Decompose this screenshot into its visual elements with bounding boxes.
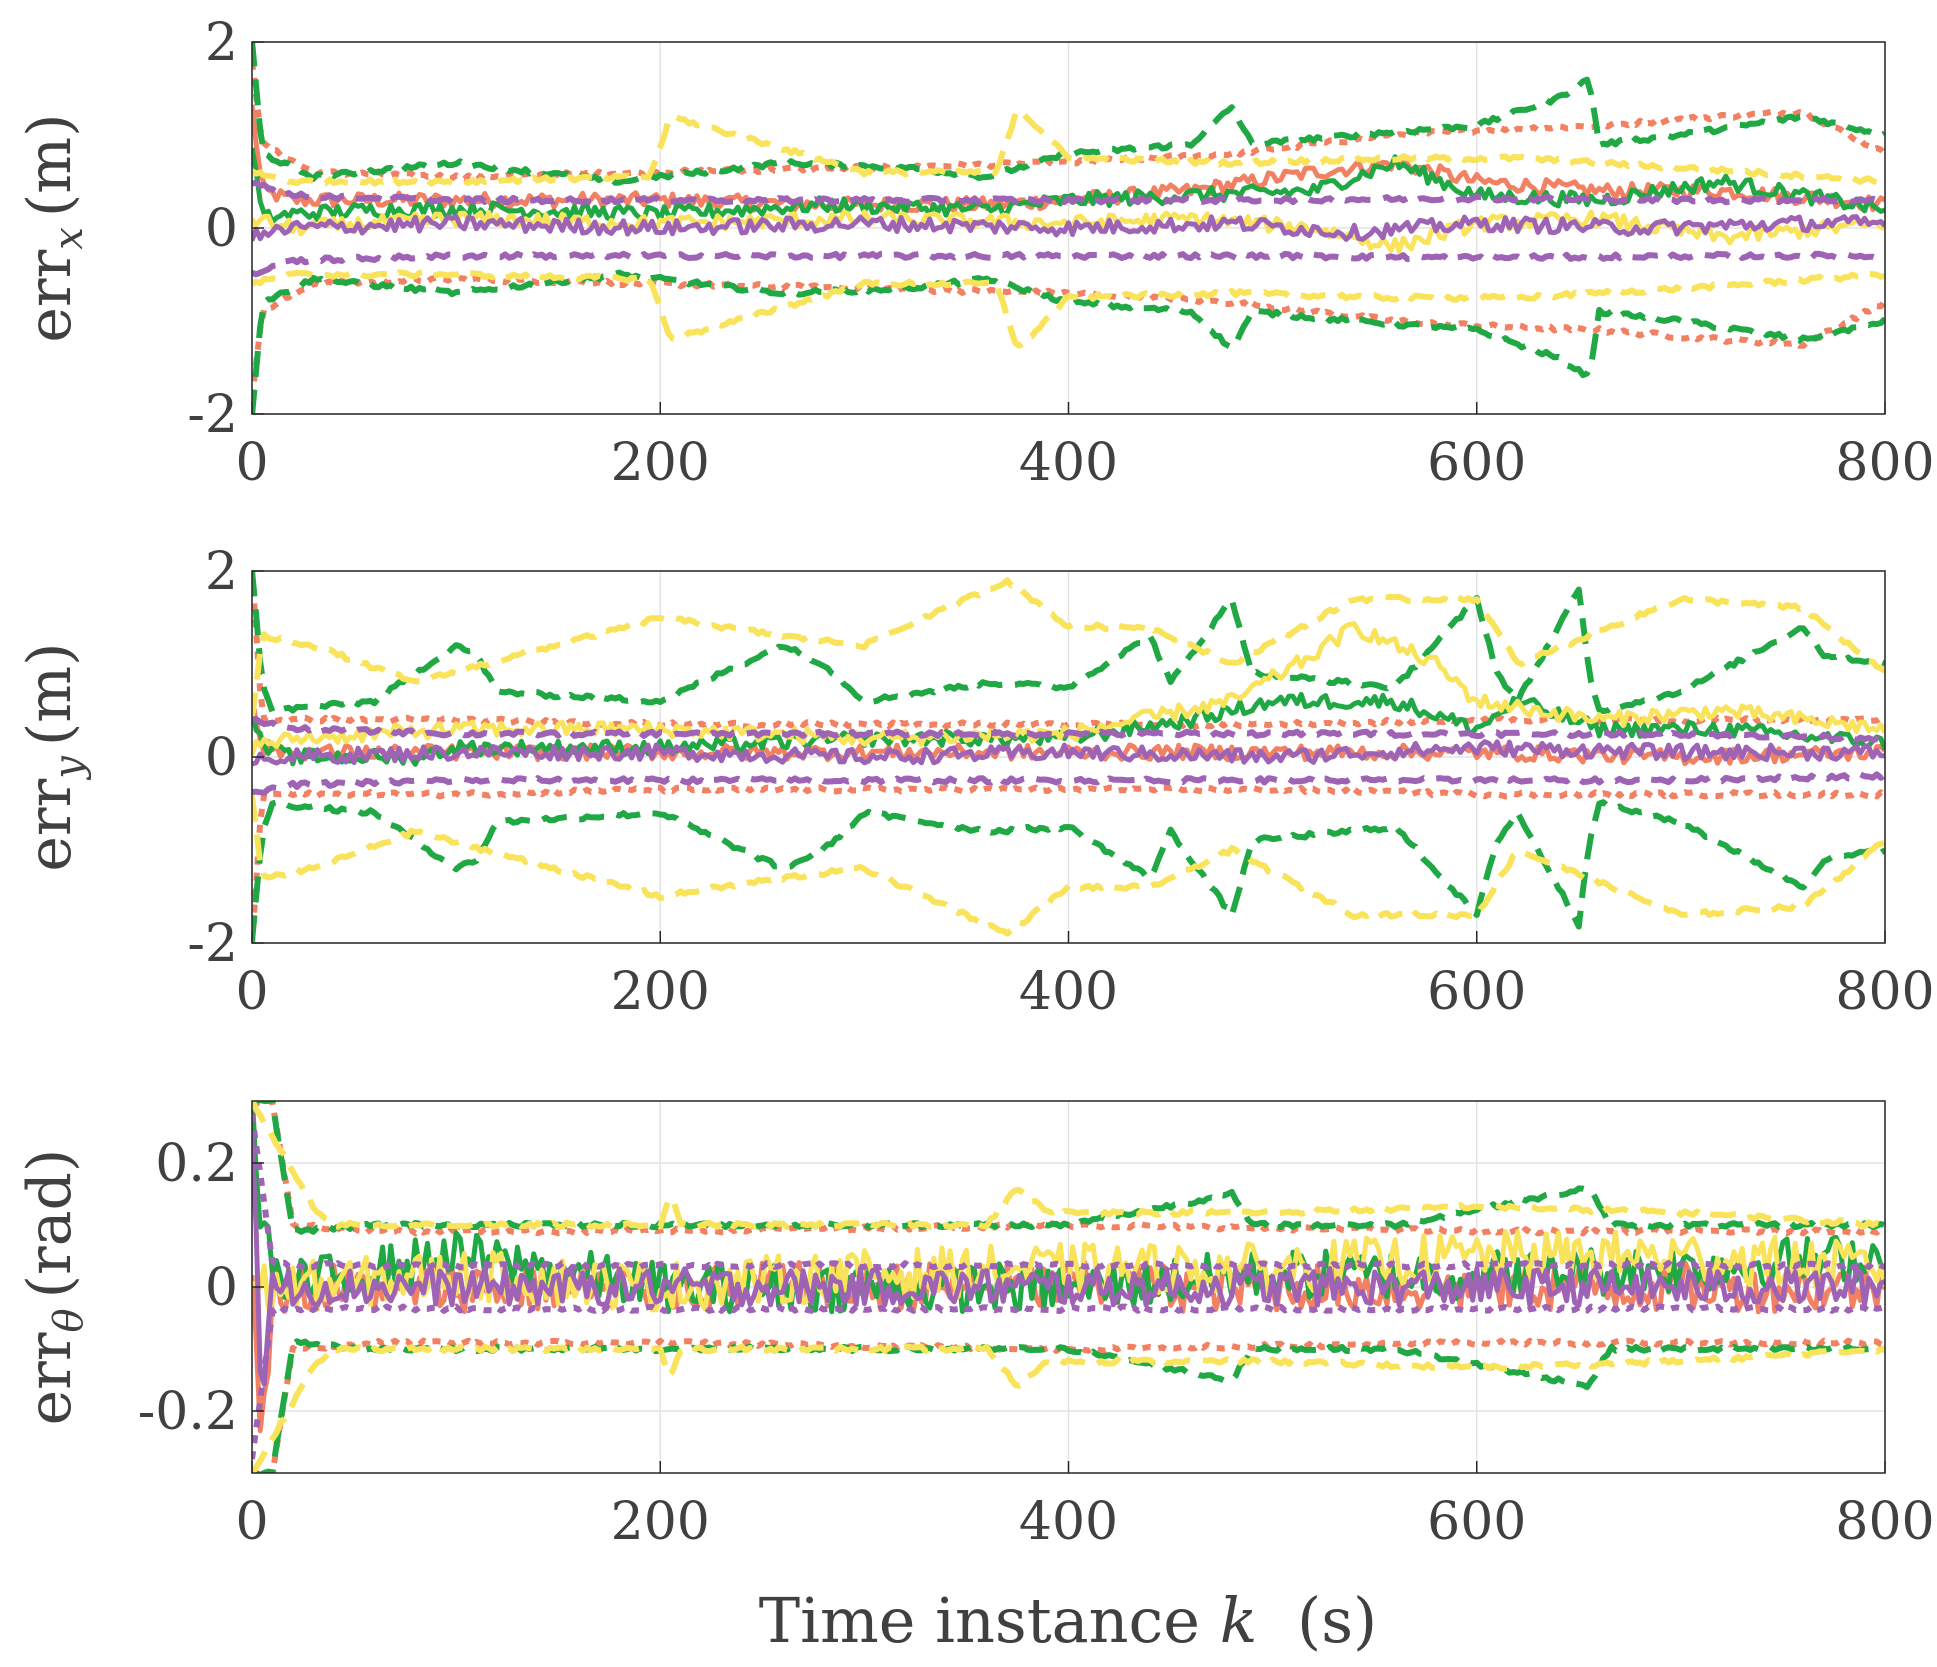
y-axis-label-unit: (rad) (15, 1149, 85, 1299)
y-tick-label: 0 (205, 1258, 238, 1318)
bound-upper-line (252, 42, 1885, 186)
bound-upper-line (252, 577, 1885, 719)
y-tick-label: -2 (187, 385, 238, 445)
y-tick-label: 0 (205, 199, 238, 259)
bound-upper-line (252, 716, 1885, 744)
error-line (252, 739, 1885, 767)
y-axis-label: erry (m) (15, 642, 92, 871)
x-tick-label: 800 (1835, 433, 1934, 493)
y-tick-label: -0.2 (138, 1382, 238, 1442)
bound-upper-line (252, 179, 1885, 206)
error-line (252, 1137, 1885, 1387)
x-tick-label: 800 (1835, 1492, 1934, 1552)
bound-upper-line (252, 1101, 1885, 1231)
x-tick-label: 400 (1019, 962, 1118, 1022)
series-group (252, 42, 1885, 414)
x-tick-label: 0 (235, 1492, 268, 1552)
x-tick-label: 0 (235, 962, 268, 1022)
y-tick-label: -2 (187, 914, 238, 974)
bound-lower-line (252, 795, 1885, 937)
y-tick-label: 0 (205, 728, 238, 788)
y-axis-label: errθ (rad) (15, 1149, 92, 1426)
x-tick-label: 800 (1835, 962, 1934, 1022)
x-tick-label: 200 (611, 962, 710, 1022)
x-tick-label: 400 (1019, 433, 1118, 493)
error-line (252, 214, 1885, 242)
y-axis-label-main: err (15, 778, 85, 871)
x-tick-label: 0 (235, 433, 268, 493)
bound-upper-line (252, 571, 1885, 730)
y-axis-label-sub: x (46, 227, 92, 250)
x-tick-label: 200 (611, 433, 710, 493)
series-group (252, 1101, 1885, 1473)
bound-upper-line (252, 1114, 1885, 1271)
panel-err-theta: 0 200 400 600 800 -0.2 0 0.2 errθ (rad) (15, 1100, 1935, 1552)
x-axis-label-unit: (s) (1297, 1584, 1377, 1657)
bound-lower-line (252, 771, 1885, 796)
bound-lower-line (252, 269, 1885, 349)
y-axis-label-unit: (m) (15, 113, 85, 217)
y-tick-label: 2 (205, 542, 238, 602)
y-axis-label: errx (m) (15, 113, 92, 342)
bound-lower-line (252, 1343, 1885, 1473)
y-tick-label: 2 (205, 13, 238, 73)
bound-lower-line (252, 250, 1885, 278)
bound-upper-line (252, 61, 1885, 182)
y-axis-label-sub: θ (46, 1308, 92, 1332)
y-axis-label-main: err (15, 1332, 85, 1425)
bound-upper-line (252, 106, 1885, 187)
x-tick-label: 600 (1427, 1492, 1526, 1552)
y-axis-label-main: err (15, 249, 85, 342)
y-tick-label: 0.2 (155, 1134, 238, 1194)
bound-lower-line (252, 799, 1885, 942)
bound-lower-line (252, 1303, 1885, 1460)
x-tick-label: 600 (1427, 433, 1526, 493)
bound-upper-line (252, 571, 1885, 715)
y-axis-label-unit: (m) (15, 642, 85, 746)
bound-lower-line (252, 269, 1885, 414)
x-tick-label: 600 (1427, 962, 1526, 1022)
y-axis-label-sub: y (46, 755, 92, 781)
series-group (252, 571, 1885, 943)
x-tick-label: 400 (1019, 1492, 1118, 1552)
x-tick-label: 200 (611, 1492, 710, 1552)
x-axis-label-text: Time instance (759, 1584, 1200, 1657)
x-axis-label-var: k (1220, 1584, 1258, 1657)
x-axis-label: Time instance k (s) (759, 1584, 1377, 1657)
